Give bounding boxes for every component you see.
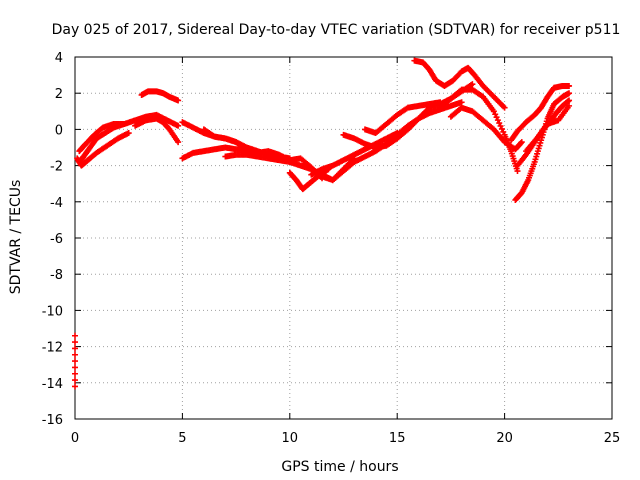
data-point <box>72 364 78 371</box>
series-s1 <box>76 111 182 155</box>
y-tick-label: -16 <box>42 413 63 428</box>
series-s20 <box>508 82 573 144</box>
data-point <box>72 358 78 365</box>
data-point <box>518 139 525 146</box>
y-axis-ticks: -16 -14 -12 -10 -8 -6 -4 -2 0 2 4 <box>42 51 612 428</box>
y-tick-label: 4 <box>55 51 63 66</box>
series-s17 <box>447 104 525 153</box>
data-point <box>72 332 78 339</box>
series-s2 <box>76 120 128 165</box>
data-point <box>514 168 521 175</box>
data-point <box>437 99 444 106</box>
series-s3 <box>74 130 132 169</box>
data-point <box>458 99 465 106</box>
data-point <box>72 351 78 358</box>
y-tick-label: -8 <box>50 268 63 283</box>
data-point <box>125 130 132 137</box>
series-s15 <box>411 57 508 111</box>
y-tick-label: -2 <box>50 160 63 175</box>
data-point <box>566 90 573 97</box>
x-tick-label: 25 <box>604 431 621 446</box>
y-axis-label: SDTVAR / TECUs <box>8 180 24 295</box>
data-point <box>72 383 78 390</box>
y-tick-label: 2 <box>55 87 63 102</box>
series-outliers <box>72 332 78 390</box>
y-tick-label: -10 <box>42 304 63 319</box>
data-point <box>72 339 78 346</box>
data-point <box>121 120 128 127</box>
x-axis-label: GPS time / hours <box>281 459 398 475</box>
series-s4 <box>138 88 182 104</box>
data-point <box>469 81 476 88</box>
data-point <box>566 82 573 89</box>
data-point <box>566 97 573 104</box>
y-tick-label: -14 <box>42 377 63 392</box>
data-point <box>517 139 524 146</box>
series-s16 <box>437 86 521 175</box>
chart-title: Day 025 of 2017, Sidereal Day-to-day VTE… <box>52 22 621 38</box>
series-s21 <box>523 102 573 155</box>
series-s5 <box>132 115 182 146</box>
data-point <box>501 104 508 111</box>
x-tick-label: 5 <box>178 431 186 446</box>
y-tick-label: 0 <box>55 123 63 138</box>
x-tick-label: 10 <box>282 431 299 446</box>
y-tick-label: -4 <box>50 196 63 211</box>
data-point <box>566 102 573 109</box>
grid-lines <box>75 57 612 419</box>
x-tick-label: 20 <box>496 431 513 446</box>
y-tick-label: -12 <box>42 341 63 356</box>
data-point <box>72 370 78 377</box>
x-tick-label: 0 <box>71 431 79 446</box>
y-tick-label: -6 <box>50 232 63 247</box>
x-tick-label: 15 <box>389 431 406 446</box>
data-point <box>175 122 182 129</box>
data-point <box>72 377 78 384</box>
series-s14 <box>361 99 444 137</box>
data-point <box>175 139 182 146</box>
data-points <box>72 57 573 390</box>
data-point <box>175 97 182 104</box>
x-axis-ticks: 0 5 10 15 20 25 <box>71 57 620 446</box>
data-point <box>72 345 78 352</box>
